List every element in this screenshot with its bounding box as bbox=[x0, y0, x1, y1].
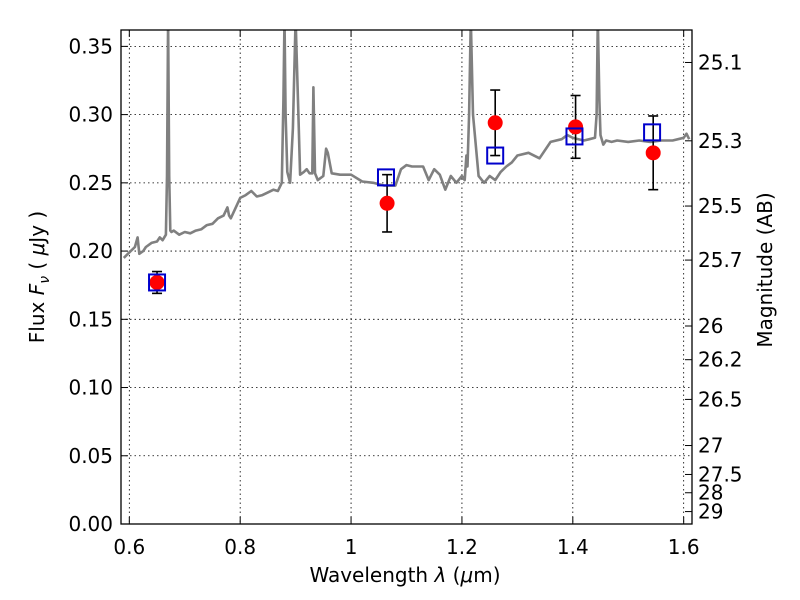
y-tick-label-5: 0.25 bbox=[68, 171, 113, 195]
y-tick-label-0: 0.00 bbox=[68, 512, 113, 536]
right-tick-label-6: 26.5 bbox=[698, 387, 743, 411]
x-tick-label-2: 1 bbox=[345, 535, 358, 559]
y-tick-label-7: 0.35 bbox=[68, 34, 113, 58]
y-tick-label-4: 0.20 bbox=[68, 239, 113, 263]
x-tick-label-0: 0.6 bbox=[113, 535, 145, 559]
observed-point-4 bbox=[645, 145, 661, 161]
right-tick-label-9: 28 bbox=[698, 481, 723, 505]
model-spectrum-line bbox=[122, 30, 691, 259]
observed-point-0 bbox=[149, 274, 165, 290]
right-tick-label-3: 25.7 bbox=[698, 248, 743, 272]
observed-point-3 bbox=[568, 119, 584, 135]
model-square-4 bbox=[643, 123, 662, 142]
x-axis-title: Wavelength λ (μm) bbox=[309, 563, 500, 587]
plot-frame bbox=[120, 29, 693, 525]
right-tick-label-4: 26 bbox=[698, 314, 723, 338]
right-tick-label-8: 27.5 bbox=[698, 462, 743, 486]
y-tick-label-1: 0.05 bbox=[68, 444, 113, 468]
right-tick-label-7: 27 bbox=[698, 434, 723, 458]
axes-layer: 0.6 0.8 1 1.2 1.4 1.6 0.00 0.05 0.10 0.15 0.20 0.25… bbox=[68, 29, 743, 559]
x-tick-label-3: 1.2 bbox=[446, 535, 478, 559]
x-tick-label-1: 0.8 bbox=[224, 535, 256, 559]
right-tick-label-0: 25.1 bbox=[698, 50, 743, 74]
model-square-0 bbox=[148, 273, 167, 292]
observed-point-1 bbox=[379, 195, 395, 211]
y-tick-label-3: 0.15 bbox=[68, 307, 113, 331]
y-tick-label-6: 0.30 bbox=[68, 103, 113, 127]
x-tick-label-4: 1.4 bbox=[557, 535, 589, 559]
x-tick-label-5: 1.6 bbox=[668, 535, 700, 559]
right-axis-title: Magnitude (AB) bbox=[753, 192, 777, 347]
model-square-1 bbox=[376, 168, 395, 187]
observed-point-2 bbox=[487, 115, 503, 131]
right-tick-label-1: 25.3 bbox=[698, 129, 743, 153]
model-square-2 bbox=[486, 146, 505, 165]
y-axis-title: Flux Fν ( μJy ) bbox=[25, 211, 53, 343]
data-layer bbox=[122, 30, 691, 295]
right-tick-label-10: 29 bbox=[698, 500, 723, 524]
model-square-3 bbox=[565, 127, 584, 146]
right-tick-label-2: 25.5 bbox=[698, 194, 743, 218]
grid-layer bbox=[121, 30, 692, 525]
right-tick-label-5: 26.2 bbox=[698, 348, 743, 372]
y-tick-label-2: 0.10 bbox=[68, 376, 113, 400]
